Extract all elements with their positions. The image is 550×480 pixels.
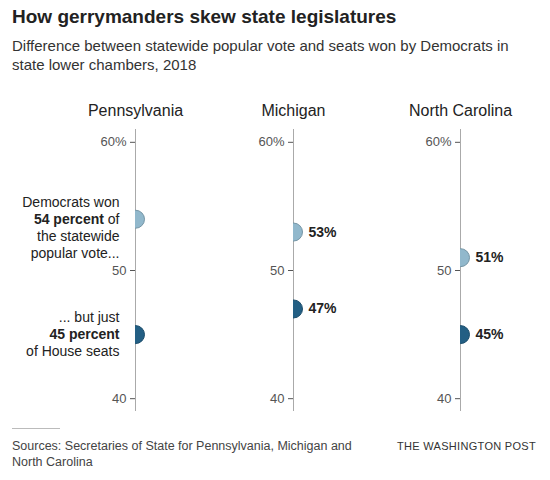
svg-text:40: 40 [112, 391, 126, 406]
svg-text:... but just: ... but just [59, 309, 120, 325]
svg-text:60%: 60% [100, 134, 126, 149]
svg-text:Michigan: Michigan [261, 102, 325, 119]
html-text:Difference between statewide p: Difference between statewide popular vot… [12, 37, 509, 73]
html-text:Sources: Secretaries of State: Sources: Secretaries of State for Pennsy… [12, 439, 352, 469]
svg-text:45 percent: 45 percent [49, 326, 119, 342]
svg-text:the statewide: the statewide [37, 228, 120, 244]
svg-text:51%: 51% [476, 249, 505, 265]
svg-text:53%: 53% [309, 224, 338, 240]
html-text:THE WASHINGTON POST: THE WASHINGTON POST [397, 440, 536, 452]
svg-text:popular vote...: popular vote... [31, 245, 120, 261]
svg-text:50: 50 [112, 263, 126, 278]
html-text:How gerrymanders skew state le: How gerrymanders skew state legislatures [12, 6, 397, 27]
svg-text:Pennsylvania: Pennsylvania [88, 102, 183, 119]
svg-text:North Carolina: North Carolina [409, 102, 512, 119]
svg-text:47%: 47% [309, 300, 338, 316]
svg-text:50: 50 [437, 263, 451, 278]
svg-text:60%: 60% [258, 134, 284, 149]
svg-text:54 percent of: 54 percent of [34, 211, 120, 227]
svg-text:of House seats: of House seats [26, 343, 119, 359]
svg-text:40: 40 [270, 391, 284, 406]
svg-text:45%: 45% [476, 326, 505, 342]
svg-text:50: 50 [270, 263, 284, 278]
svg-text:40: 40 [437, 391, 451, 406]
svg-text:60%: 60% [425, 134, 451, 149]
svg-text:Democrats won: Democrats won [22, 194, 119, 210]
